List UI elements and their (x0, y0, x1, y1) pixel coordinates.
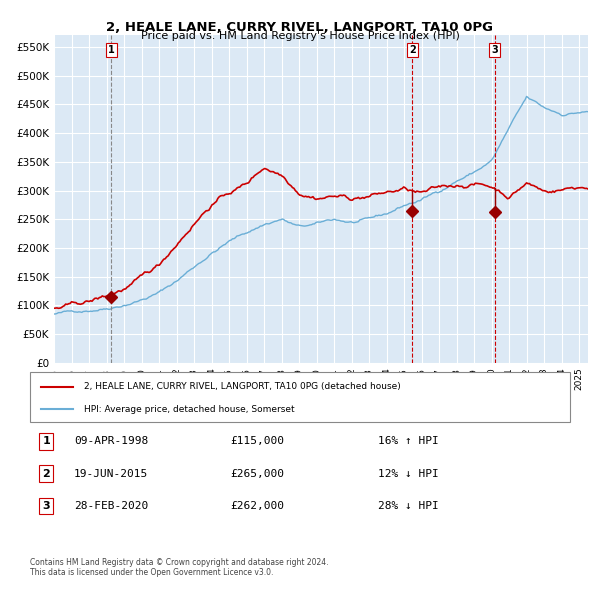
Text: HPI: Average price, detached house, Somerset: HPI: Average price, detached house, Some… (84, 405, 295, 414)
Text: 19-JUN-2015: 19-JUN-2015 (74, 468, 148, 478)
Text: £265,000: £265,000 (230, 468, 284, 478)
Text: £115,000: £115,000 (230, 437, 284, 447)
Text: 1: 1 (43, 437, 50, 447)
Text: 12% ↓ HPI: 12% ↓ HPI (377, 468, 439, 478)
Text: Price paid vs. HM Land Registry's House Price Index (HPI): Price paid vs. HM Land Registry's House … (140, 31, 460, 41)
Text: 28% ↓ HPI: 28% ↓ HPI (377, 501, 439, 511)
Text: 3: 3 (491, 45, 498, 55)
FancyBboxPatch shape (30, 372, 570, 422)
Text: 3: 3 (43, 501, 50, 511)
Text: 2, HEALE LANE, CURRY RIVEL, LANGPORT, TA10 0PG: 2, HEALE LANE, CURRY RIVEL, LANGPORT, TA… (107, 21, 493, 34)
Text: 2, HEALE LANE, CURRY RIVEL, LANGPORT, TA10 0PG (detached house): 2, HEALE LANE, CURRY RIVEL, LANGPORT, TA… (84, 382, 401, 391)
Text: 16% ↑ HPI: 16% ↑ HPI (377, 437, 439, 447)
Text: Contains HM Land Registry data © Crown copyright and database right 2024.: Contains HM Land Registry data © Crown c… (30, 558, 329, 566)
Text: 2: 2 (43, 468, 50, 478)
Text: 1: 1 (108, 45, 115, 55)
Text: 28-FEB-2020: 28-FEB-2020 (74, 501, 148, 511)
Text: This data is licensed under the Open Government Licence v3.0.: This data is licensed under the Open Gov… (30, 568, 274, 576)
Text: 2: 2 (409, 45, 416, 55)
Text: £262,000: £262,000 (230, 501, 284, 511)
Text: 09-APR-1998: 09-APR-1998 (74, 437, 148, 447)
